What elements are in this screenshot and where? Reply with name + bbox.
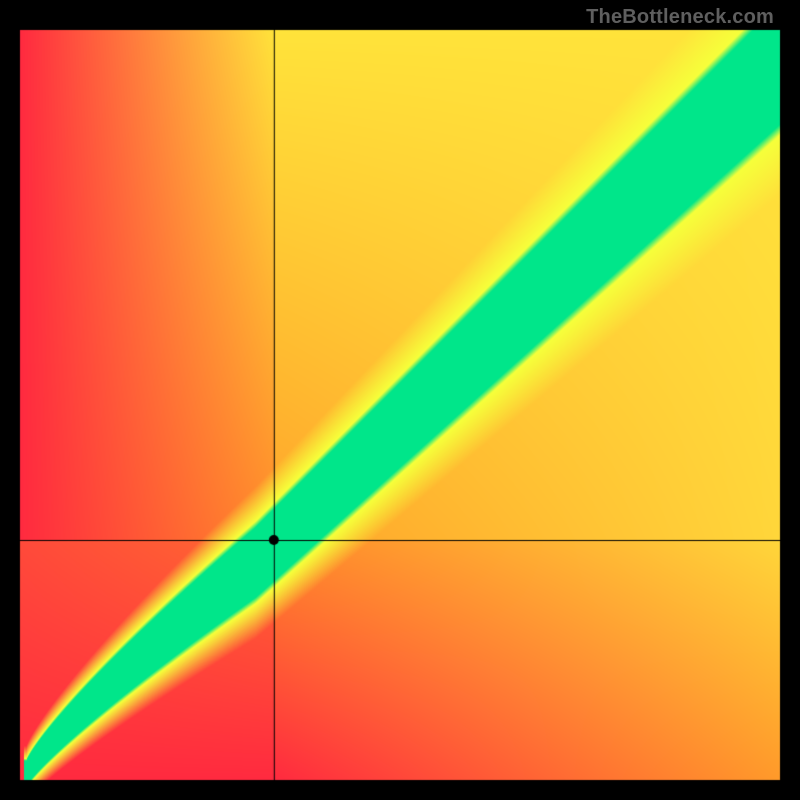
- bottleneck-heatmap: [0, 0, 800, 800]
- watermark-text: TheBottleneck.com: [586, 6, 774, 29]
- chart-container: { "watermark": "TheBottleneck.com", "cha…: [0, 0, 800, 800]
